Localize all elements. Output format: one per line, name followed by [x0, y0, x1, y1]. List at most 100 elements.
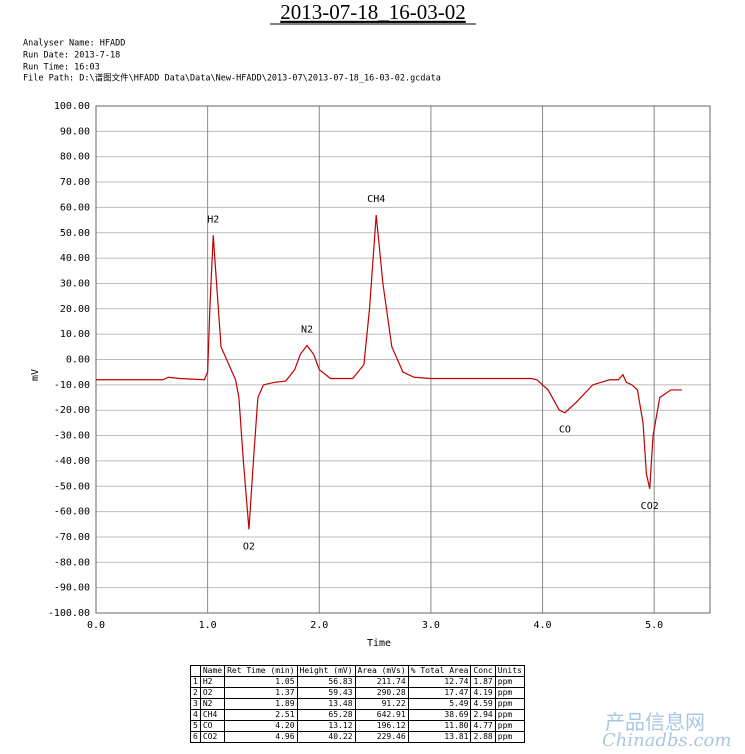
y-tick-label: -20.00	[54, 405, 90, 416]
table-cell: 59.43	[296, 687, 356, 699]
table-cell: ppm	[494, 676, 525, 688]
table-cell: 65.28	[296, 709, 356, 721]
table-row: 4 CH4 2.51 65.28 642.91 38.69 2.94 ppm	[190, 709, 525, 721]
table-cell: ppm	[494, 731, 525, 743]
table-cell: 5	[190, 720, 201, 732]
report-title: 2013-07-18_16-03-02	[280, 0, 465, 24]
y-tick-label: 80.00	[60, 152, 90, 163]
y-tick-label: -90.00	[54, 583, 90, 594]
table-cell: 13.12	[296, 720, 356, 732]
header-cell: % Total Area	[407, 665, 472, 677]
header-cell: Units	[494, 665, 525, 677]
table-cell: 290.28	[354, 687, 409, 699]
table-cell: CH4	[199, 709, 226, 721]
table-cell: 1.87	[470, 676, 496, 688]
x-tick-label: 5.0	[645, 620, 663, 631]
table-cell: ppm	[494, 698, 525, 710]
table-cell: 1	[190, 676, 201, 688]
table-cell: 2.88	[470, 731, 496, 743]
table-cell: 91.22	[354, 698, 409, 710]
table-cell: 1.05	[224, 676, 298, 688]
y-tick-label: 40.00	[60, 253, 90, 264]
table-cell: 2.94	[470, 709, 496, 721]
table-cell: 2	[190, 687, 201, 699]
header-cell: Area (mVs)	[354, 665, 409, 677]
table-cell: 6	[190, 731, 201, 743]
table-cell: ppm	[494, 709, 525, 721]
table-row: 2 O2 1.37 59.43 290.28 17.47 4.19 ppm	[190, 687, 525, 699]
watermark: 产品信息网	[605, 710, 705, 734]
chart: 2013-07-18_16-03-02 Analyser Name: HFADD…	[23, 0, 711, 649]
header-cell: Height (mV)	[296, 665, 356, 677]
table-cell: 211.74	[354, 676, 409, 688]
table-row: 5 CO 4.20 13.12 196.12 11.80 4.77 ppm	[190, 720, 525, 732]
x-tick-label: 2.0	[310, 620, 328, 631]
y-tick-label: 70.00	[60, 177, 90, 188]
header-cell: Ret Time (min)	[224, 665, 298, 677]
table-cell: 5.49	[407, 698, 472, 710]
peak-label: H2	[207, 214, 219, 225]
table-row: 6 CO2 4.96 40.22 229.46 13.81 2.88 ppm	[190, 731, 525, 743]
y-tick-label: 50.00	[60, 228, 90, 239]
y-tick-label: -30.00	[54, 431, 90, 442]
results-table: Name Ret Time (min) Height (mV) Area (mVs)%…	[190, 665, 525, 743]
y-tick-label: 0.00	[66, 355, 90, 366]
x-tick-label: 4.0	[534, 620, 552, 631]
table-cell: 38.69	[407, 709, 472, 721]
table-cell: 4.19	[470, 687, 496, 699]
y-tick-label: -50.00	[54, 481, 90, 492]
table-row: 3 N2 1.89 13.48 91.22 5.49 4.59 ppm	[190, 698, 525, 710]
table-cell: 17.47	[407, 687, 472, 699]
table-cell: 4.20	[224, 720, 298, 732]
peak-label: CO	[559, 425, 571, 436]
peak-label: CH4	[367, 194, 385, 205]
table-cell: 4	[190, 709, 201, 721]
table-cell: 1.89	[224, 698, 298, 710]
peak-label: O2	[243, 541, 255, 552]
peak-label: N2	[301, 325, 313, 336]
y-tick-label: 100.00	[54, 101, 90, 112]
y-tick-label: -70.00	[54, 532, 90, 543]
table-cell: 229.46	[354, 731, 409, 743]
y-tick-label: 10.00	[60, 329, 90, 340]
trace	[96, 214, 683, 530]
table-cell: 13.81	[407, 731, 472, 743]
watermark: Chinadbs.com	[602, 730, 732, 751]
table-cell: H2	[199, 676, 226, 688]
table-cell: 40.22	[296, 731, 356, 743]
table-cell: N2	[199, 698, 226, 710]
table-cell: 4.59	[470, 698, 496, 710]
table-cell: O2	[199, 687, 226, 699]
header-cell: Name	[199, 665, 226, 677]
y-tick-label: 30.00	[60, 278, 90, 289]
table-cell: ppm	[494, 720, 525, 732]
info-line: Run Time: 16:03	[23, 63, 100, 73]
table-cell: 196.12	[354, 720, 409, 732]
info-line: Run Date: 2013-7-18	[23, 51, 120, 61]
table-cell: CO2	[199, 731, 226, 743]
table-cell: ppm	[494, 687, 525, 699]
y-tick-label: -80.00	[54, 557, 90, 568]
table-cell: 4.77	[470, 720, 496, 732]
header-cell: Conc	[470, 665, 496, 677]
y-tick-label: 20.00	[60, 304, 90, 315]
x-tick-label: 3.0	[422, 620, 440, 631]
y-tick-label: -100.00	[48, 608, 90, 619]
y-tick-label: 90.00	[60, 126, 90, 137]
y-tick-label: 60.00	[60, 202, 90, 213]
info-line: File Path: D:\谱图文件\HFADD Data\Data\New-H…	[23, 73, 441, 84]
peak-label: CO2	[641, 501, 659, 512]
table-cell: 11.80	[407, 720, 472, 732]
y-axis-label: mV	[30, 369, 41, 381]
table-cell: 1.37	[224, 687, 298, 699]
y-tick-label: -40.00	[54, 456, 90, 467]
table-cell: 13.48	[296, 698, 356, 710]
table-cell: 4.96	[224, 731, 298, 743]
plot-frame	[95, 105, 711, 614]
table-cell: 12.74	[407, 676, 472, 688]
table-cell: 3	[190, 698, 201, 710]
header-cell	[190, 665, 201, 677]
table-cell: 642.91	[354, 709, 409, 721]
table-cell: 2.51	[224, 709, 298, 721]
